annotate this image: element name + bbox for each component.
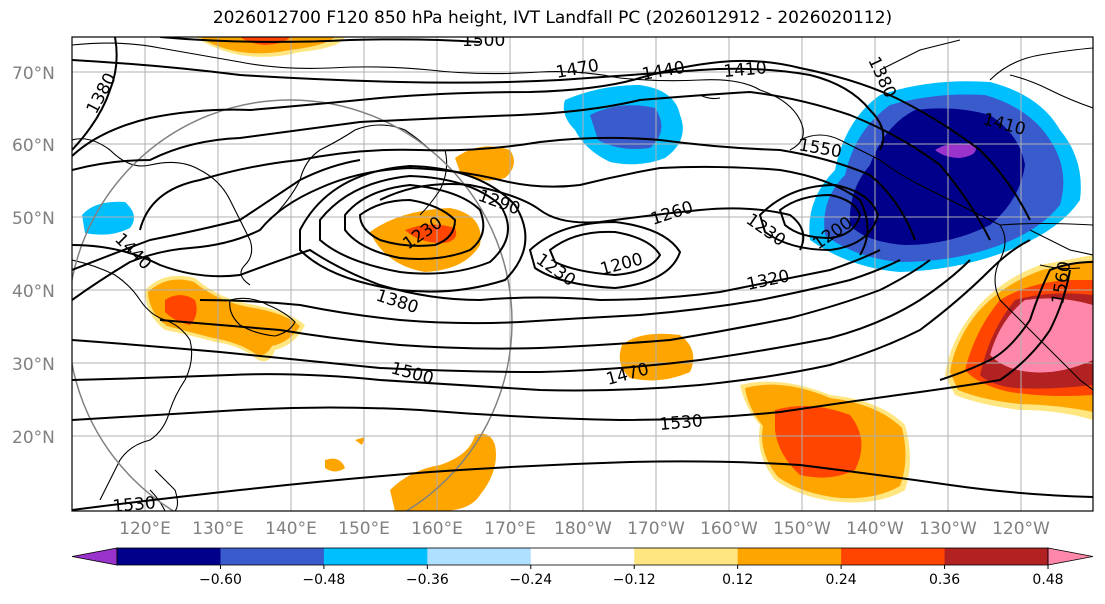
lat-label: 70°N bbox=[12, 64, 55, 84]
lon-label: 150°E bbox=[338, 519, 390, 539]
lon-label: 160°W bbox=[700, 519, 758, 539]
height-contours bbox=[72, 37, 1093, 511]
colorbar-tick-label: −0.48 bbox=[302, 572, 345, 588]
lon-label: 120°E bbox=[119, 519, 171, 539]
colorbar-segment bbox=[530, 548, 635, 565]
colorbar-tick-label: −0.12 bbox=[613, 572, 656, 588]
contour-label: 1410 bbox=[723, 58, 768, 82]
colorbar-segment bbox=[841, 548, 946, 565]
colorbar-tick-label: 0.36 bbox=[929, 572, 960, 588]
lon-label: 120°W bbox=[992, 519, 1050, 539]
colorbar-segment bbox=[944, 548, 1049, 565]
lon-label: 130°W bbox=[919, 519, 977, 539]
coastlines bbox=[72, 39, 1093, 511]
colorbar-tick-label: 0.12 bbox=[722, 572, 753, 588]
colorbar-segment bbox=[323, 548, 428, 565]
colorbar-segment bbox=[427, 548, 532, 565]
colorbar: −0.60 −0.48 −0.36 −0.24 −0.12 0.12 0.24 0.36 0.4… bbox=[71, 547, 1094, 588]
graticule bbox=[72, 37, 1093, 511]
colorbar-segment bbox=[220, 548, 325, 565]
colorbar-tick-label: −0.24 bbox=[509, 572, 552, 588]
lon-label: 170°E bbox=[484, 519, 536, 539]
lon-label: 140°W bbox=[846, 519, 904, 539]
colorbar-extend-min bbox=[71, 547, 118, 566]
lon-label: 170°W bbox=[627, 519, 685, 539]
colorbar-segment bbox=[737, 548, 842, 565]
lat-label: 50°N bbox=[12, 209, 55, 229]
map-frame bbox=[71, 36, 1094, 512]
contour-label: 1530 bbox=[659, 411, 704, 435]
longitude-labels: 120°E 130°E 140°E 150°E 160°E 170°E 180°… bbox=[119, 519, 1050, 539]
colorbar-segment bbox=[634, 548, 739, 565]
colorbar-tick-label: 0.24 bbox=[826, 572, 857, 588]
colorbar-tick-label: −0.60 bbox=[199, 572, 242, 588]
lon-label: 130°E bbox=[192, 519, 244, 539]
lon-label: 140°E bbox=[265, 519, 317, 539]
colorbar-tick-label: 0.48 bbox=[1032, 572, 1063, 588]
lon-label: 180°W bbox=[554, 519, 612, 539]
lat-label: 20°N bbox=[12, 428, 55, 448]
colorbar-segment bbox=[117, 548, 221, 565]
colorbar-extend-max bbox=[1047, 547, 1094, 566]
colorbar-tick-label: −0.36 bbox=[406, 572, 449, 588]
lat-label: 40°N bbox=[12, 282, 55, 302]
colorbar-border bbox=[116, 547, 1049, 566]
latitude-labels: 70°N 60°N 50°N 40°N 30°N 20°N bbox=[12, 64, 55, 448]
contour-label: 1530 bbox=[112, 493, 157, 517]
map-title: 2026012700 F120 850 hPa height, IVT Land… bbox=[212, 8, 893, 28]
contour-label: 1500 bbox=[462, 31, 505, 51]
lon-label: 160°E bbox=[411, 519, 463, 539]
lat-label: 30°N bbox=[12, 355, 55, 375]
lon-label: 150°W bbox=[773, 519, 831, 539]
lat-label: 60°N bbox=[12, 136, 55, 156]
